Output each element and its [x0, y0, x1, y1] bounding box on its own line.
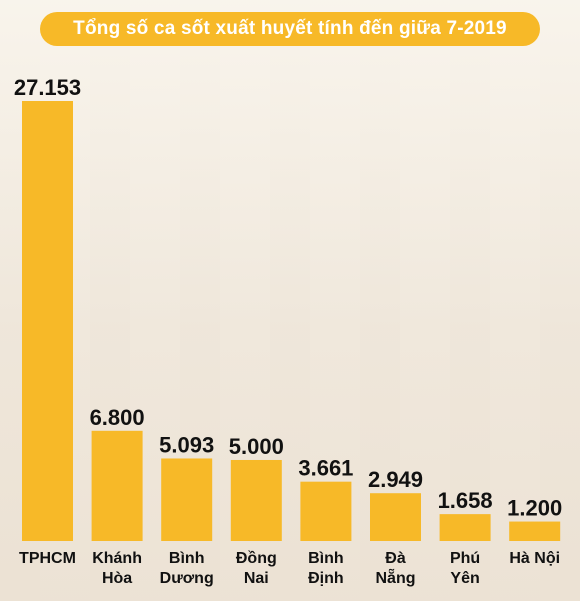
category-label-5-1: Nẵng [376, 567, 416, 587]
value-label-4: 3.661 [298, 456, 353, 481]
value-label-7: 1.200 [507, 496, 562, 521]
category-label-7-0: Hà Nội [509, 550, 560, 567]
value-label-5: 2.949 [368, 467, 423, 492]
bar-2 [161, 458, 213, 541]
category-label-6-0: Phú [450, 550, 480, 567]
chart-title: Tổng số ca sốt xuất huyết tính đến giữa … [73, 18, 507, 39]
category-label-1-0: Khánh [92, 550, 142, 567]
bar-6 [439, 514, 491, 541]
value-label-1: 6.800 [90, 405, 145, 430]
bar-5 [370, 493, 421, 541]
bar-4 [300, 481, 352, 541]
category-label-4-1: Định [308, 570, 344, 587]
category-label-2-0: Bình [169, 550, 205, 567]
category-label-2-1: Dương [160, 570, 214, 587]
bar-3 [230, 459, 282, 541]
category-label-5-0: Đà [385, 550, 406, 567]
title-banner: Tổng số ca sốt xuất huyết tính đến giữa … [40, 12, 540, 46]
value-label-2: 5.093 [159, 432, 214, 457]
category-label-3-0: Đồng [236, 550, 277, 567]
category-label-1-1: Hòa [102, 570, 132, 587]
bar-1 [91, 430, 143, 541]
value-label-6: 1.658 [438, 488, 493, 513]
category-label-0-0: TPHCM [19, 550, 76, 567]
bar-0 [22, 101, 73, 541]
category-label-6-1: Yên [450, 570, 479, 587]
category-label-4-0: Bình [308, 550, 344, 567]
value-label-0: 27.153 [14, 75, 81, 100]
bar-7 [509, 521, 561, 541]
value-label-3: 5.000 [229, 434, 284, 459]
category-label-3-1: Nai [244, 570, 269, 587]
